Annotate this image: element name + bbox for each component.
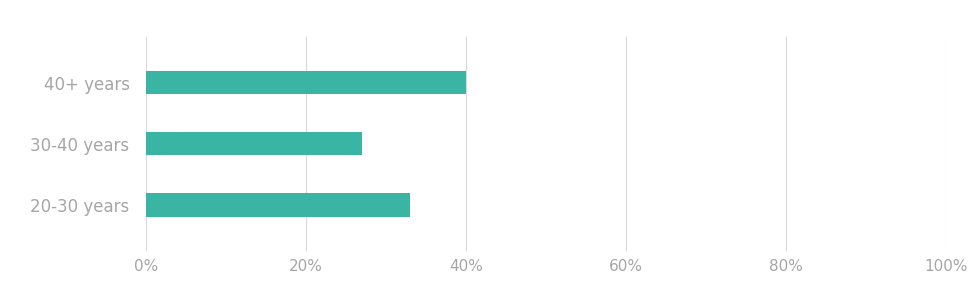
Bar (146, 71, 466, 94)
Bar (146, 193, 410, 217)
Bar (146, 132, 362, 155)
